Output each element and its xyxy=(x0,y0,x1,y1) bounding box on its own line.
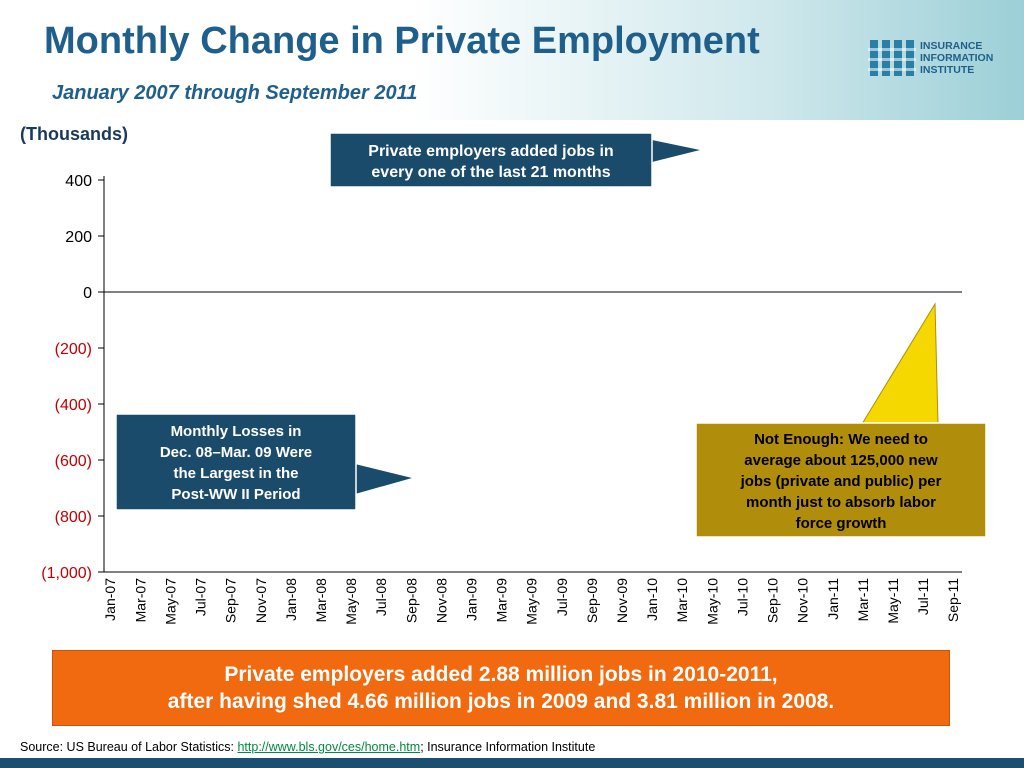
x-tick-label: Jul-11 xyxy=(915,578,931,615)
x-tick-label: May-08 xyxy=(343,578,359,625)
x-tick-label: Sep-07 xyxy=(223,578,239,623)
y-tick-label: (200) xyxy=(55,341,92,358)
x-tick-label: May-11 xyxy=(885,578,901,624)
x-tick-label: Nov-07 xyxy=(253,578,269,623)
logo-text: INSURANCE INFORMATION INSTITUTE xyxy=(920,40,993,76)
page-title: Monthly Change in Private Employment xyxy=(44,20,760,62)
logo-line: INFORMATION xyxy=(920,52,994,64)
x-tick-label: Jan-09 xyxy=(463,578,479,621)
logo-line: INSURANCE xyxy=(920,40,983,52)
x-tick-label: Sep-09 xyxy=(584,578,600,623)
x-tick-label: Nov-09 xyxy=(614,578,630,623)
units-label: (Thousands) xyxy=(20,124,128,144)
monthly-change-chart: Jan-07 Mar-07 May-07 Jul-07 Sep-07 Nov-07 Jan-… xyxy=(41,132,987,625)
y-tick-label: 200 xyxy=(65,229,92,246)
chart-axes xyxy=(103,176,962,573)
y-tick-label: (800) xyxy=(55,509,92,526)
right-callout-line: jobs (private and public) per xyxy=(740,473,942,490)
y-tick-label: (1,000) xyxy=(41,565,92,582)
x-tick-label: May-07 xyxy=(162,578,178,625)
page-subtitle: January 2007 through September 2011 xyxy=(52,82,418,104)
logo-line: INSTITUTE xyxy=(920,64,975,76)
x-tick-label: Mar-07 xyxy=(132,578,148,623)
x-tick-label: Sep-11 xyxy=(945,578,961,622)
x-tick-label: May-10 xyxy=(704,578,720,625)
iii-logo-icon xyxy=(868,40,916,76)
source-note: Source: US Bureau of Labor Statistics: h… xyxy=(20,740,595,754)
x-tick-label: Mar-08 xyxy=(313,578,329,623)
x-tick-label: Sep-10 xyxy=(765,578,781,623)
y-tick-label: 0 xyxy=(83,285,92,302)
x-tick-label: May-09 xyxy=(524,578,540,625)
chart-callouts: Private employers added jobs in every on… xyxy=(115,132,987,538)
x-tick-label: Mar-09 xyxy=(494,578,510,623)
bottom-band xyxy=(0,758,1024,768)
right-callout-pointer xyxy=(861,302,939,425)
y-tick-label: (600) xyxy=(55,453,92,470)
chart-y-ticks: 400 200 0 (200) (400) (600) (800) (1,000) xyxy=(41,173,104,582)
chart-x-ticks: Jan-07 Mar-07 May-07 Jul-07 Sep-07 Nov-07 Jan-… xyxy=(102,578,961,625)
left-callout-line: Dec. 08–Mar. 09 Were xyxy=(160,444,312,461)
x-tick-label: Mar-11 xyxy=(855,578,871,622)
right-callout-box xyxy=(695,422,987,538)
top-callout-box xyxy=(329,132,653,188)
footer-line: Private employers added 2.88 million job… xyxy=(224,663,778,686)
right-callout-line: force growth xyxy=(796,515,887,532)
right-callout-line: Not Enough: We need to xyxy=(754,431,928,448)
left-callout-pointer xyxy=(355,464,412,494)
x-tick-label: Jul-10 xyxy=(734,578,750,616)
x-tick-label: Jan-10 xyxy=(644,578,660,621)
left-callout-line: Post-WW II Period xyxy=(171,486,300,503)
y-tick-label: (400) xyxy=(55,397,92,414)
x-tick-label: Jul-08 xyxy=(373,578,389,616)
left-callout-line: Monthly Losses in xyxy=(171,423,302,440)
x-tick-label: Jul-09 xyxy=(554,578,570,616)
source-suffix: ; Insurance Information Institute xyxy=(420,740,596,754)
x-tick-label: Jan-07 xyxy=(102,578,118,621)
x-tick-label: Nov-10 xyxy=(795,578,811,623)
right-callout-line: average about 125,000 new xyxy=(744,452,938,469)
source-prefix: Source: US Bureau of Labor Statistics: xyxy=(20,740,238,754)
x-tick-label: Jan-11 xyxy=(825,578,841,620)
footer-summary-box: Private employers added 2.88 million job… xyxy=(52,650,950,726)
top-callout-pointer xyxy=(652,140,700,162)
y-tick-label: 400 xyxy=(65,173,92,190)
x-tick-label: Jul-07 xyxy=(193,578,209,616)
left-callout-box xyxy=(115,413,357,511)
left-callout-line: the Largest in the xyxy=(173,465,298,482)
footer-line: after having shed 4.66 million jobs in 2… xyxy=(167,690,835,713)
source-link[interactable]: http://www.bls.gov/ces/home.htm xyxy=(237,740,421,754)
header-band xyxy=(0,0,1024,120)
x-tick-label: Sep-08 xyxy=(403,578,419,623)
x-tick-label: Nov-08 xyxy=(433,578,449,623)
x-tick-label: Jan-08 xyxy=(283,578,299,621)
right-callout-line: month just to absorb labor xyxy=(746,494,936,511)
top-callout-line: every one of the last 21 months xyxy=(371,164,610,181)
x-tick-label: Mar-10 xyxy=(674,578,690,623)
top-callout-line: Private employers added jobs in xyxy=(368,143,613,160)
